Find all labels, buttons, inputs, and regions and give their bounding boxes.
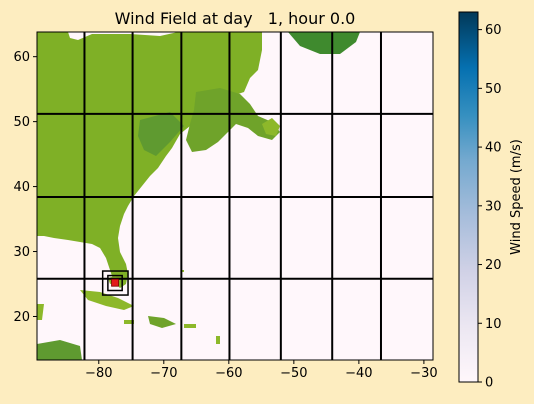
chart-title: Wind Field at day 1, hour 0.0 <box>115 9 356 28</box>
land-newfoundland <box>262 118 280 136</box>
colorbar <box>458 11 479 383</box>
land-bermuda <box>182 270 184 272</box>
storm-box-inner <box>107 274 123 292</box>
y-tick-label: 40 <box>13 180 30 195</box>
x-tick-label: −40 <box>345 366 372 381</box>
land-south-america <box>37 340 82 360</box>
x-tick-label: −70 <box>150 366 177 381</box>
y-tick-label: 60 <box>13 50 30 65</box>
plot-frame <box>36 31 434 361</box>
land-cuba <box>80 290 134 310</box>
land-jamaica <box>124 320 134 324</box>
land-puerto-rico <box>184 324 196 328</box>
colorbar-tick-label: 10 <box>485 317 502 332</box>
colorbar-tick-label: 50 <box>485 82 502 97</box>
x-tick-label: −50 <box>280 366 307 381</box>
x-tick-label: −80 <box>85 366 112 381</box>
grid-layer <box>37 32 433 360</box>
colorbar-tick-label: 0 <box>485 376 493 391</box>
y-tick-label: 50 <box>13 115 30 130</box>
colorbar-axis: 0 10 20 30 40 50 60 <box>478 23 502 391</box>
land-greenland <box>288 32 360 54</box>
x-axis: −80 −70 −60 −50 −40 −30 <box>85 360 438 381</box>
storm-box-outer <box>101 270 129 296</box>
colorbar-tick-label: 20 <box>485 258 502 273</box>
x-tick-label: −60 <box>215 366 242 381</box>
y-axis: 20 30 40 50 60 <box>13 50 37 325</box>
land-layer <box>37 32 360 360</box>
land-yucatan <box>37 304 44 320</box>
y-tick-label: 30 <box>13 245 30 260</box>
colorbar-label: Wind Speed (m/s) <box>509 139 524 255</box>
x-tick-label: −30 <box>410 366 437 381</box>
colorbar-tick-label: 60 <box>485 23 502 38</box>
land-hispaniola <box>148 316 176 328</box>
land-canada-east <box>186 88 280 152</box>
colorbar-tick-label: 30 <box>485 199 502 214</box>
land-lesser-antilles <box>216 336 220 344</box>
storm-layer <box>101 270 129 296</box>
storm-center-marker <box>111 278 119 287</box>
colorbar-tick-label: 40 <box>485 141 502 156</box>
land-appalachian <box>138 112 184 156</box>
y-tick-label: 20 <box>13 310 30 325</box>
